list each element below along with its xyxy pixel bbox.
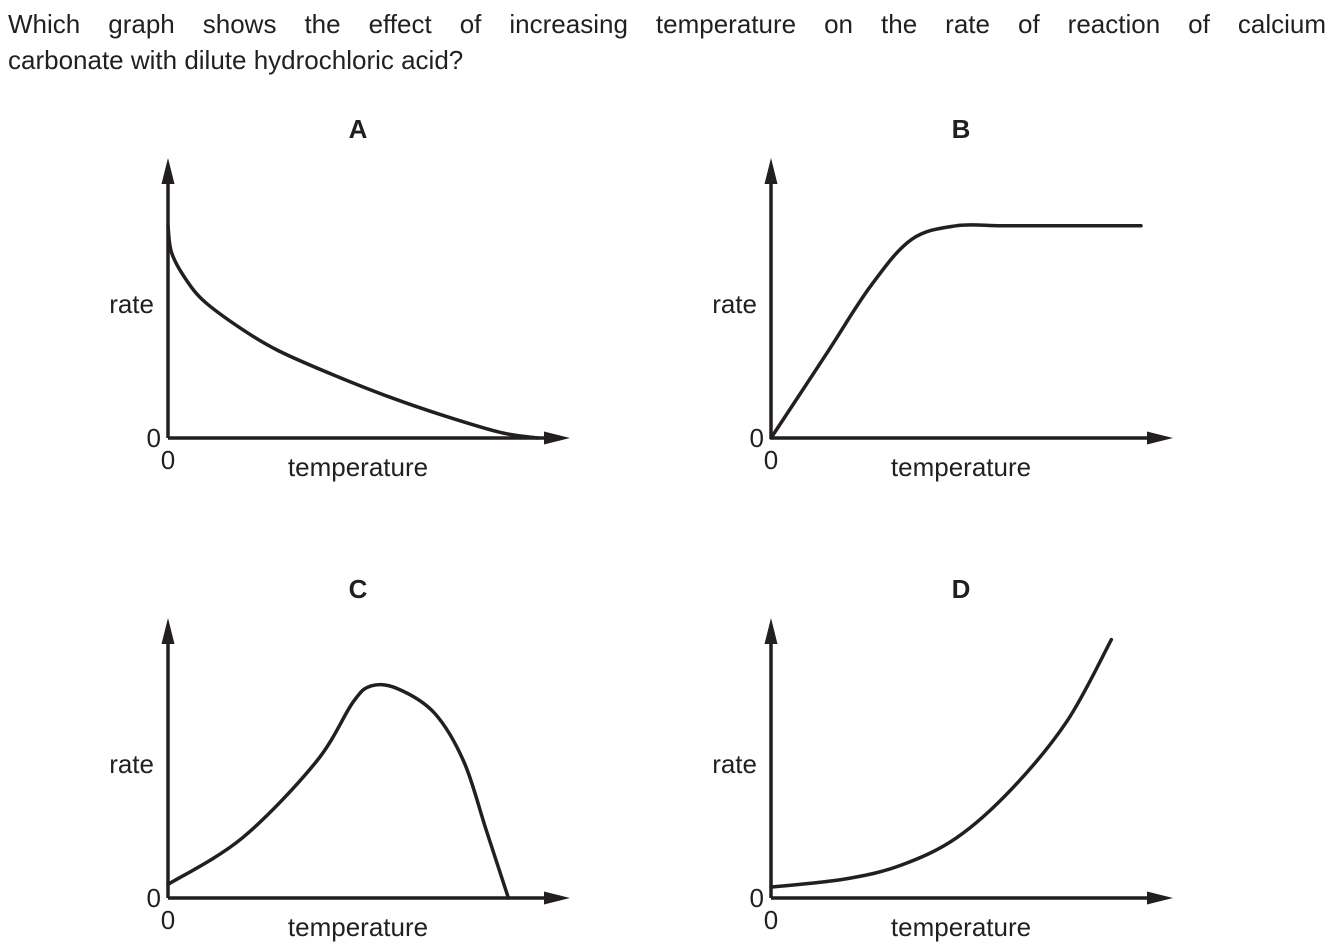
graph-b-title: B — [952, 114, 971, 144]
graph-a-y-label: rate — [109, 289, 154, 319]
graph-d-x-arrow — [1147, 891, 1173, 905]
graph-b-curve — [769, 223, 1143, 440]
graph-d-x-label: temperature — [891, 912, 1031, 942]
graph-d-x-origin-label: 0 — [764, 905, 778, 935]
graph-a-curve — [166, 224, 540, 440]
graph-d-y-arrow — [764, 618, 778, 644]
question-text: Which graph shows the effect of increasi… — [8, 6, 1326, 78]
question-line-2: carbonate with dilute hydrochloric acid? — [8, 45, 464, 75]
graph-c-title: C — [349, 574, 368, 604]
graph-a-x-arrow — [544, 431, 570, 445]
graph-b-x-label: temperature — [891, 452, 1031, 482]
graph-a-title: A — [349, 114, 368, 144]
graph-b-y-label: rate — [712, 289, 757, 319]
graph-d-y-origin-label: 0 — [750, 883, 764, 913]
graph-a-y-arrow — [161, 158, 175, 184]
graph-b-y-arrow — [764, 158, 778, 184]
graph-c-curve — [166, 682, 511, 900]
question-line-1: Which graph shows the effect of increasi… — [8, 9, 1326, 39]
graph-c-y-label: rate — [109, 749, 154, 779]
graph-a-y-origin-label: 0 — [147, 423, 161, 453]
graph-a-x-label: temperature — [288, 452, 428, 482]
graph-c-x-arrow — [544, 891, 570, 905]
graph-b-x-arrow — [1147, 431, 1173, 445]
graph-c-x-origin-label: 0 — [161, 905, 175, 935]
graph-d-y-label: rate — [712, 749, 757, 779]
graph-b-y-origin-label: 0 — [750, 423, 764, 453]
graph-a-x-origin-label: 0 — [161, 445, 175, 475]
graph-c-x-label: temperature — [288, 912, 428, 942]
graph-d-title: D — [952, 574, 971, 604]
graph-d-curve — [769, 637, 1114, 889]
graph-b-x-origin-label: 0 — [764, 445, 778, 475]
graph-c-y-arrow — [161, 618, 175, 644]
graph-c-y-origin-label: 0 — [147, 883, 161, 913]
